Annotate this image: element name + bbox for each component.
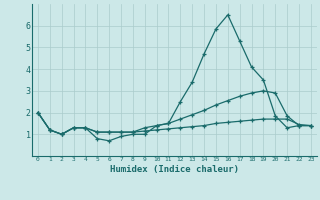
X-axis label: Humidex (Indice chaleur): Humidex (Indice chaleur)	[110, 165, 239, 174]
